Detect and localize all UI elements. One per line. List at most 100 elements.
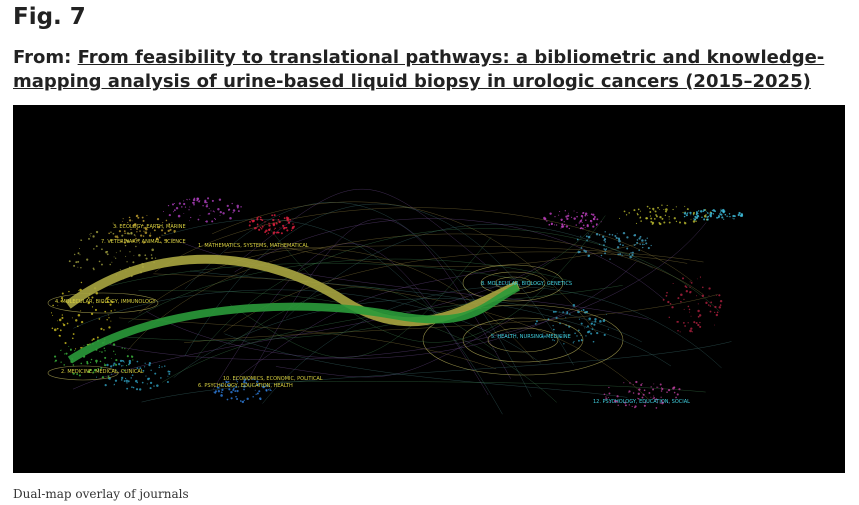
journal-dot xyxy=(222,381,224,383)
journal-dot xyxy=(651,223,654,225)
journal-dot xyxy=(677,297,680,300)
journal-dot xyxy=(73,264,76,267)
journal-dot xyxy=(591,222,593,224)
journal-dot xyxy=(723,218,725,220)
journal-dot xyxy=(663,208,665,210)
journal-dot xyxy=(144,362,146,364)
journal-dot xyxy=(678,221,682,224)
journal-dot xyxy=(648,391,651,394)
journal-dot xyxy=(240,206,242,208)
journal-dot xyxy=(616,395,619,398)
journal-dot xyxy=(86,258,89,261)
journal-dot xyxy=(119,269,121,271)
journal-dot xyxy=(113,256,115,258)
journal-dot xyxy=(68,260,71,263)
journal-dot xyxy=(122,221,124,222)
main-arc-green xyxy=(67,283,520,364)
journal-dot xyxy=(659,383,662,386)
journal-dot xyxy=(655,214,657,216)
journal-dot xyxy=(148,234,152,237)
journal-dot xyxy=(68,346,70,348)
journal-dot xyxy=(672,208,674,211)
journal-dot xyxy=(114,235,117,238)
journal-dot xyxy=(604,231,606,233)
journal-dot xyxy=(695,322,698,325)
journal-dot xyxy=(142,241,145,244)
journal-dot xyxy=(580,334,582,336)
journal-dot xyxy=(239,400,242,402)
journal-dot xyxy=(604,398,607,400)
journal-dot xyxy=(92,338,95,341)
cluster-label: 1. MATHEMATICS, SYSTEMS, MATHEMATICAL xyxy=(198,243,309,249)
journal-dot xyxy=(131,386,133,388)
journal-dot xyxy=(666,291,668,294)
journal-dot xyxy=(645,242,648,245)
journal-dot xyxy=(683,308,685,310)
journal-dot xyxy=(98,318,101,320)
cluster-label: 2. MEDICINE, MEDICAL, CLINICAL xyxy=(61,369,144,375)
journal-dot xyxy=(618,239,621,243)
journal-dot xyxy=(80,267,82,269)
journal-dot xyxy=(666,391,668,393)
journal-dot xyxy=(86,343,88,346)
journal-dot xyxy=(150,254,153,256)
journal-dot xyxy=(273,214,276,217)
journal-dot xyxy=(154,372,157,375)
journal-dot xyxy=(585,235,588,238)
citation-arc xyxy=(262,286,722,404)
journal-dot xyxy=(264,231,267,234)
journal-dot xyxy=(653,395,655,397)
journal-dot xyxy=(268,224,271,227)
journal-dot xyxy=(127,222,129,224)
journal-dot xyxy=(587,325,589,328)
journal-dot xyxy=(137,216,140,219)
journal-dot xyxy=(121,376,124,380)
journal-dot xyxy=(607,397,609,398)
journal-dot xyxy=(150,369,152,371)
journal-dot xyxy=(119,250,121,252)
journal-dot xyxy=(686,208,689,211)
citation-arc xyxy=(72,256,556,390)
journal-dot xyxy=(598,234,601,236)
journal-dot xyxy=(567,214,570,217)
journal-dot xyxy=(587,233,589,235)
journal-dot xyxy=(699,321,701,324)
journal-dot xyxy=(145,257,148,260)
journal-dot xyxy=(695,220,697,223)
journal-dot xyxy=(104,384,107,387)
journal-dot xyxy=(129,251,131,253)
journal-dot xyxy=(95,245,98,248)
journal-dot xyxy=(256,380,259,383)
journal-dot xyxy=(636,239,639,241)
journal-dot xyxy=(237,210,240,213)
journal-dot xyxy=(214,390,218,393)
journal-dot xyxy=(582,308,585,311)
journal-dot xyxy=(104,310,107,313)
journal-dot xyxy=(169,228,172,231)
journal-dot xyxy=(664,214,667,216)
journal-dot xyxy=(90,232,92,235)
journal-dot xyxy=(643,389,646,392)
journal-dot xyxy=(559,311,561,313)
journal-dot xyxy=(260,228,263,230)
journal-dot xyxy=(109,239,113,242)
journal-dot xyxy=(553,224,555,226)
journal-dot xyxy=(659,208,661,210)
journal-dot xyxy=(167,375,169,377)
article-link[interactable]: From feasibility to translational pathwa… xyxy=(13,47,825,92)
journal-dot xyxy=(90,312,94,315)
journal-dot xyxy=(112,232,115,235)
journal-dot xyxy=(59,329,62,332)
journal-dot xyxy=(565,215,568,218)
journal-dot xyxy=(257,226,258,228)
journal-dot xyxy=(73,253,76,256)
journal-dot xyxy=(542,333,544,335)
journal-dot xyxy=(617,253,620,256)
journal-dot xyxy=(535,320,538,323)
journal-dot xyxy=(559,211,561,213)
journal-dot xyxy=(116,236,119,239)
journal-dot xyxy=(104,356,107,359)
journal-dot xyxy=(696,214,700,218)
journal-dot xyxy=(139,388,142,391)
